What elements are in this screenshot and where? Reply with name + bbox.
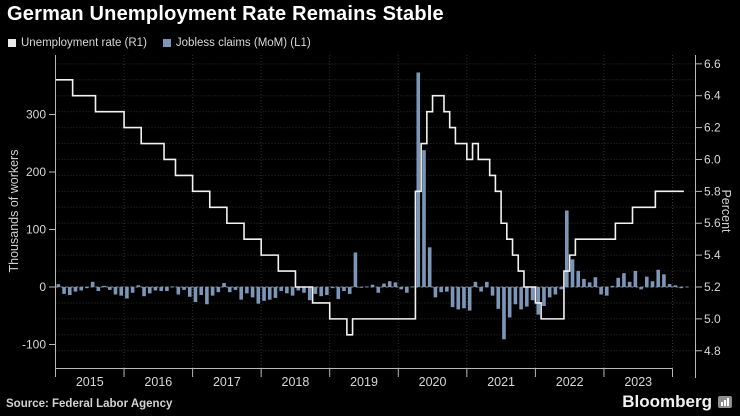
svg-text:2020: 2020 [419, 375, 447, 389]
svg-text:300: 300 [26, 108, 46, 122]
svg-text:2019: 2019 [350, 375, 378, 389]
svg-text:5.6: 5.6 [704, 216, 721, 230]
svg-text:2021: 2021 [487, 375, 515, 389]
svg-text:0: 0 [39, 280, 46, 294]
legend-item-jobless-claims: Jobless claims (MoM) (L1) [162, 37, 311, 49]
svg-text:2017: 2017 [213, 375, 241, 389]
svg-text:6.0: 6.0 [704, 152, 721, 166]
left-axis-title: Thousands of workers [7, 149, 21, 273]
svg-text:200: 200 [26, 165, 46, 179]
svg-text:2016: 2016 [144, 375, 172, 389]
legend-swatch-bars-icon [162, 39, 171, 47]
svg-text:2023: 2023 [624, 375, 652, 389]
svg-text:5.4: 5.4 [704, 248, 721, 262]
bloomberg-logo: Bloomberg [622, 392, 732, 412]
svg-text:6.4: 6.4 [704, 89, 721, 103]
legend-swatch-line-icon [8, 39, 16, 47]
chart-legend: Unemployment rate (R1) Jobless claims (M… [8, 37, 311, 49]
svg-text:4.8: 4.8 [704, 344, 721, 358]
bar-chart-icon [718, 396, 732, 408]
chart-title: German Unemployment Rate Remains Stable [7, 3, 444, 25]
source-attribution: Source: Federal Labor Agency [6, 398, 173, 410]
legend-item-unemployment-rate: Unemployment rate (R1) [8, 37, 147, 49]
svg-text:6.6: 6.6 [704, 57, 721, 71]
svg-text:2015: 2015 [76, 375, 104, 389]
svg-text:2022: 2022 [556, 375, 584, 389]
legend-label: Jobless claims (MoM) (L1) [175, 37, 311, 49]
svg-text:5.2: 5.2 [704, 280, 721, 294]
bloomberg-wordmark: Bloomberg [622, 392, 712, 411]
right-axis-title: Percent [719, 189, 733, 233]
svg-text:2018: 2018 [282, 375, 310, 389]
svg-text:5.0: 5.0 [704, 312, 721, 326]
svg-text:100: 100 [26, 223, 46, 237]
svg-text:-100: -100 [22, 338, 46, 352]
svg-text:6.2: 6.2 [704, 121, 721, 135]
svg-text:5.8: 5.8 [704, 184, 721, 198]
legend-label: Unemployment rate (R1) [21, 37, 147, 49]
